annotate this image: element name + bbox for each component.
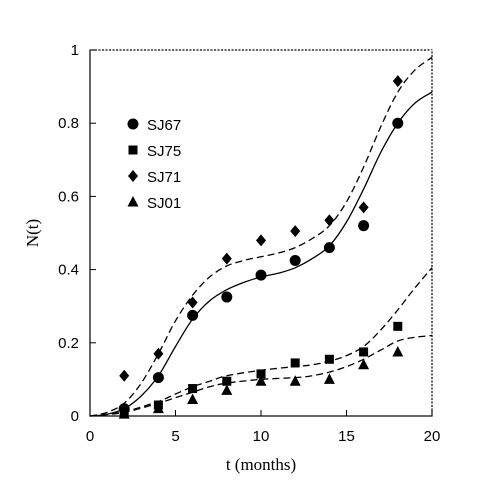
- data-point-sj75: [222, 376, 232, 386]
- data-points: [118, 75, 404, 419]
- fit-curve-sj67: [89, 91, 433, 417]
- y-tick-label: 0: [71, 408, 79, 425]
- legend-label-sj01: SJ01: [147, 195, 181, 212]
- legend-label-sj75: SJ75: [147, 143, 181, 160]
- data-point-sj75: [256, 369, 266, 379]
- legend-label-sj71: SJ71: [147, 169, 181, 186]
- data-point-sj01: [289, 375, 301, 386]
- data-point-sj71: [358, 201, 369, 214]
- axis-ticks: 0 5 10 15 20 0 0.2 0.4 0.6 0.8 1: [58, 42, 440, 445]
- data-point-sj01: [152, 402, 164, 414]
- x-tick-label: 0: [86, 428, 94, 445]
- data-point-sj75: [290, 358, 300, 368]
- fit-curve-sj71: [89, 56, 433, 417]
- x-tick-label: 20: [424, 428, 441, 445]
- data-point-sj01: [323, 373, 335, 384]
- data-point-sj67: [221, 291, 233, 303]
- legend-marker-sj75: [128, 145, 138, 155]
- data-point-sj71: [392, 75, 403, 88]
- legend-label-sj67: SJ67: [147, 117, 181, 134]
- plot-frame: [89, 49, 433, 417]
- data-point-sj71: [153, 347, 164, 360]
- y-tick-label: 1: [71, 42, 79, 59]
- data-point-sj67: [358, 220, 370, 232]
- data-point-sj01: [392, 345, 404, 357]
- data-point-sj71: [187, 296, 198, 309]
- y-tick-label: 0.4: [58, 262, 79, 279]
- data-point-sj01: [358, 358, 370, 370]
- x-tick-label: 5: [171, 428, 179, 445]
- data-point-sj67: [152, 372, 164, 384]
- data-point-sj75: [324, 354, 334, 364]
- data-point-sj75: [359, 347, 369, 357]
- data-point-sj71: [290, 225, 301, 238]
- data-point-sj01: [187, 393, 199, 405]
- data-point-sj67: [323, 242, 335, 254]
- data-point-sj71: [119, 369, 130, 382]
- data-point-sj71: [256, 234, 266, 247]
- legend-marker-sj01: [127, 196, 139, 207]
- data-point-sj71: [221, 252, 232, 265]
- data-point-sj01: [118, 408, 130, 419]
- data-point-sj01: [255, 375, 267, 386]
- legend-marker-sj67: [127, 118, 139, 130]
- data-point-sj75: [188, 384, 198, 394]
- data-point-sj67: [187, 309, 199, 321]
- y-axis-label: N(t): [23, 219, 42, 247]
- data-point-sj67: [255, 269, 267, 281]
- data-point-sj67: [289, 254, 301, 266]
- y-tick-label: 0.2: [58, 335, 79, 352]
- x-axis-label: t (months): [226, 455, 296, 474]
- y-tick-label: 0.8: [58, 115, 79, 132]
- x-tick-label: 10: [253, 428, 270, 445]
- data-point-sj75: [393, 321, 403, 331]
- data-point-sj71: [324, 214, 335, 227]
- legend: SJ67 SJ75 SJ71 SJ01: [127, 117, 181, 212]
- data-point-sj67: [392, 117, 404, 129]
- y-tick-label: 0.6: [58, 188, 79, 205]
- x-tick-label: 15: [338, 428, 355, 445]
- fit-curve-sj75: [89, 267, 433, 417]
- legend-marker-sj71: [128, 170, 138, 182]
- data-point-sj01: [221, 384, 233, 395]
